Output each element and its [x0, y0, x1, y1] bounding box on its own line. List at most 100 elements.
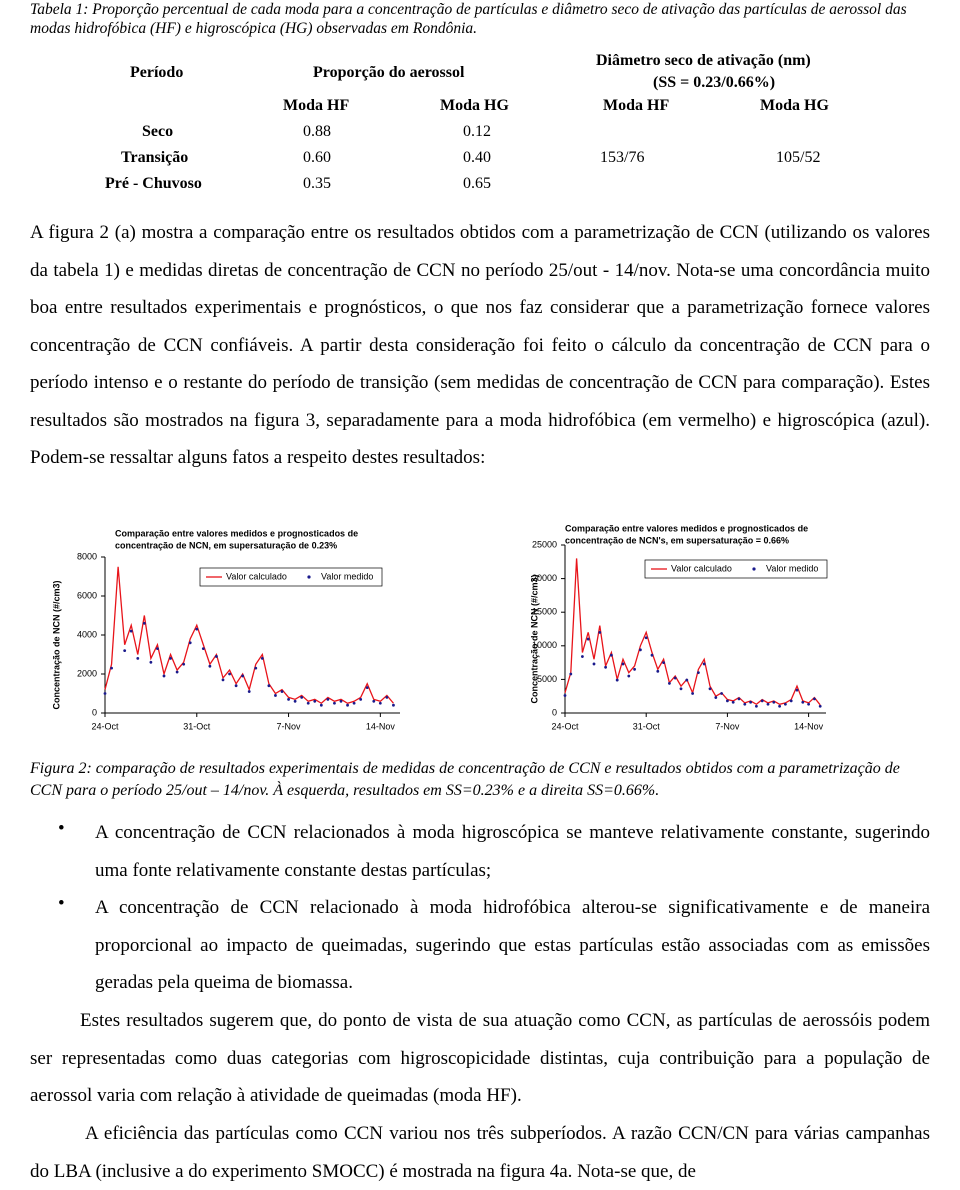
data-point [123, 649, 127, 652]
data-point [563, 694, 567, 697]
x-tick-label: 7-Nov [715, 721, 740, 731]
cell: 0.12 [463, 123, 491, 140]
legend-label: Valor calculado [226, 571, 287, 581]
data-point [195, 627, 199, 631]
data-point [789, 699, 793, 703]
cell: 0.65 [463, 175, 491, 192]
data-point [339, 699, 343, 703]
data-point [260, 657, 264, 660]
data-point [673, 676, 677, 680]
data-point [801, 700, 805, 704]
data-point [737, 697, 741, 701]
data-point [778, 704, 781, 708]
y-tick-label: 0 [92, 707, 97, 717]
legend-marker [307, 575, 311, 579]
paragraph: Estes resultados sugerem que, do ponto d… [30, 1010, 930, 1106]
data-point [313, 699, 317, 703]
y-tick-label: 10000 [532, 640, 557, 650]
table-header: (SS = 0.23/0.66%) [653, 74, 776, 91]
table-subheader: Moda HG [760, 97, 829, 114]
table-header: Proporção do aerossol [313, 64, 465, 81]
data-point [714, 696, 718, 699]
data-point [254, 666, 258, 670]
data-point [129, 629, 133, 633]
data-point [326, 697, 330, 701]
data-point [702, 662, 706, 666]
data-line [564, 558, 821, 706]
data-point [743, 702, 747, 706]
data-point [818, 704, 822, 708]
data-point [760, 699, 764, 703]
x-tick-label: 31-Oct [633, 721, 661, 731]
data-point [749, 700, 752, 704]
data-point [208, 664, 212, 668]
y-tick-label: 25000 [532, 539, 557, 549]
data-point [795, 688, 799, 692]
chart-title: concentração de NCN, em supersaturação d… [115, 540, 337, 550]
data-point [300, 696, 304, 699]
legend-label: Valor medido [766, 563, 818, 573]
y-tick-label: 5000 [537, 674, 557, 684]
data-point [644, 636, 648, 640]
table-subheader: Moda HG [440, 97, 509, 114]
data-point [215, 655, 218, 658]
data-point [604, 665, 607, 669]
legend-label: Valor calculado [671, 563, 732, 573]
row-label: Pré - Chuvoso [105, 175, 202, 192]
data-point [807, 702, 810, 706]
x-tick-label: 31-Oct [183, 721, 211, 731]
data-point [726, 699, 729, 703]
data-point [656, 669, 660, 673]
data-point [359, 697, 363, 701]
bullet-text: A concentração de CCN relacionados à mod… [95, 822, 930, 881]
bullet-text: A concentração de CCN relacionado à moda… [95, 897, 930, 993]
data-point [234, 684, 238, 688]
data-point [650, 653, 654, 657]
row-label: Seco [142, 123, 174, 140]
y-tick-label: 15000 [532, 607, 557, 617]
x-tick-label: 14-Nov [794, 721, 824, 731]
data-point [813, 697, 816, 701]
chart: Comparação entre valores medidos e progn… [529, 523, 828, 731]
data-point [621, 662, 625, 666]
data-point [267, 684, 271, 688]
data-point [633, 667, 636, 671]
data-point [346, 703, 349, 707]
y-tick-label: 6000 [77, 590, 97, 600]
cell: 0.40 [463, 149, 491, 166]
data-point [627, 674, 631, 678]
data-point [156, 647, 159, 651]
data-point [201, 647, 205, 651]
bullet: • [58, 818, 65, 839]
data-point [610, 653, 613, 657]
figure-caption: Figura 2: comparação de resultados exper… [30, 760, 900, 799]
legend-marker [752, 567, 756, 571]
data-point [247, 690, 251, 693]
data-point [772, 700, 776, 704]
data-point [293, 699, 297, 703]
data-point [569, 672, 573, 676]
data-point [306, 701, 310, 705]
data-point [766, 702, 770, 706]
data-point [679, 687, 683, 691]
paragraph: A eficiência das partículas como CCN var… [30, 1123, 930, 1182]
data-point [662, 661, 665, 664]
table-subheader: Moda HF [603, 97, 670, 114]
data-point [188, 641, 192, 645]
x-tick-label: 14-Nov [366, 721, 396, 731]
table-header: Diâmetro seco de ativação (nm) [596, 52, 811, 69]
legend-box [199, 567, 383, 587]
data-point [162, 674, 166, 678]
data-point [378, 701, 382, 705]
data-line [104, 566, 394, 705]
data-point [691, 692, 694, 695]
x-tick-label: 24-Oct [551, 721, 579, 731]
data-point [586, 637, 590, 641]
chart-title: Comparação entre valores medidos e progn… [565, 523, 808, 533]
data-point [697, 671, 700, 675]
data-point [333, 701, 336, 705]
data-point [598, 630, 602, 634]
data-point [110, 666, 113, 670]
y-tick-label: 4000 [77, 629, 97, 639]
